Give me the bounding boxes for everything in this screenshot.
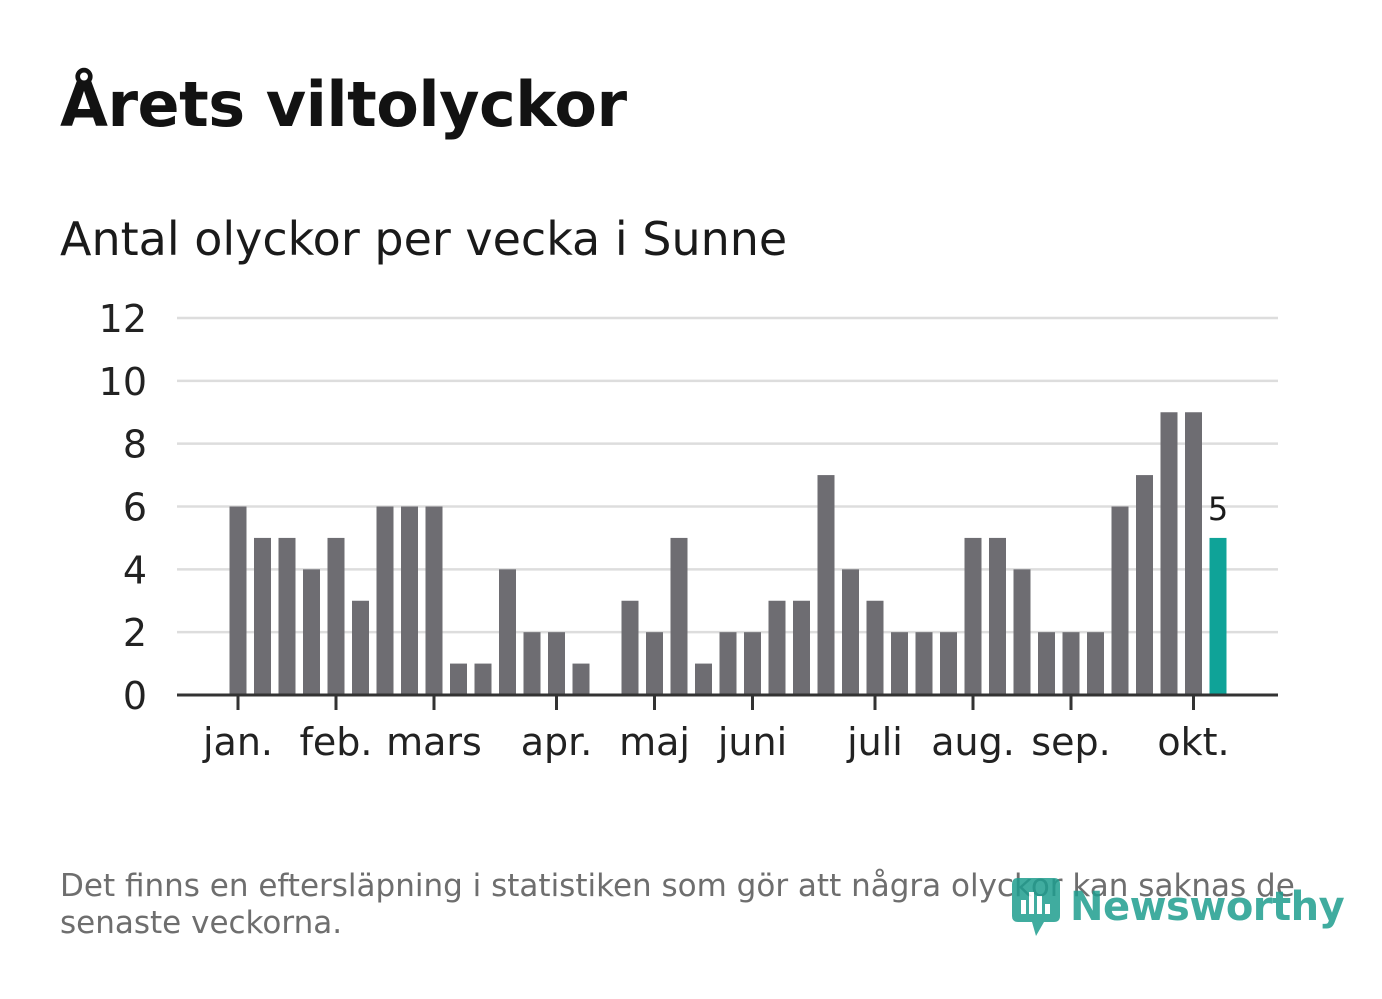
x-tick-label: jan.: [202, 720, 273, 764]
y-tick-label: 8: [123, 423, 147, 467]
chart-title: Årets viltolyckor: [60, 68, 627, 141]
bar: [915, 632, 933, 695]
bar: [401, 506, 418, 695]
y-tick-label: 0: [123, 674, 147, 718]
bar: [229, 506, 247, 695]
bar: [1013, 569, 1031, 695]
bar: [964, 537, 982, 695]
bar: [1062, 632, 1080, 695]
y-tick-label: 6: [123, 486, 147, 530]
bar: [1185, 412, 1202, 695]
bar: [278, 537, 296, 695]
chart-subtitle: Antal olyckor per vecka i Sunne: [60, 212, 788, 266]
brand-logo: Newsworthy: [1010, 876, 1345, 938]
bar: [989, 537, 1006, 695]
brand-name: Newsworthy: [1070, 884, 1345, 930]
bar: [621, 600, 639, 695]
bar: [670, 537, 688, 695]
newsworthy-logo-icon: [1012, 878, 1060, 936]
bar: [695, 663, 712, 695]
y-tick-label: 12: [99, 297, 147, 341]
bar: [1087, 632, 1104, 695]
bar: [1136, 475, 1153, 695]
x-tick-label: juli: [846, 720, 903, 764]
x-tick-label: juni: [717, 720, 787, 764]
bar: [646, 632, 663, 695]
bar: [866, 600, 884, 695]
labels: 0 2 4 6 8 10 12 5 jan. feb. mars apr. maj juni juli aug…: [99, 297, 1230, 764]
bar: [523, 632, 541, 695]
bar: [817, 475, 835, 695]
bar: [450, 663, 467, 695]
bar: [548, 632, 565, 695]
x-tick-label: feb.: [300, 720, 373, 764]
bar: [1038, 632, 1055, 695]
x-tick-label: aug.: [931, 720, 1015, 764]
bar: [499, 569, 516, 695]
x-tick-label: maj: [619, 720, 690, 764]
bar: [891, 632, 908, 695]
x-tick-label: okt.: [1157, 720, 1229, 764]
bar: [1160, 412, 1178, 695]
y-tick-label: 2: [123, 611, 147, 655]
bar: [744, 632, 761, 695]
footnote: Det finns en eftersläpning i statistiken…: [60, 868, 1295, 941]
bar: [303, 569, 320, 695]
bar: [1111, 506, 1129, 695]
highlight-value-label: 5: [1208, 490, 1228, 528]
y-tick-label: 10: [99, 360, 147, 404]
bar: [768, 600, 786, 695]
axes: [177, 693, 1278, 710]
bar: [376, 506, 394, 695]
bar: [793, 600, 810, 695]
bar: [327, 537, 345, 695]
bar: [254, 537, 271, 695]
bar: [572, 663, 590, 695]
x-tick-label: sep.: [1031, 720, 1110, 764]
x-tick-label: mars: [386, 720, 482, 764]
bar-highlight: [1209, 537, 1227, 695]
bar: [474, 663, 492, 695]
x-tick-label: apr.: [521, 720, 593, 764]
bar: [842, 569, 859, 695]
bar: [425, 506, 443, 695]
bar: [719, 632, 737, 695]
y-tick-label: 4: [123, 548, 147, 592]
bars: [229, 412, 1227, 695]
bar: [940, 632, 957, 695]
bar: [352, 600, 369, 695]
